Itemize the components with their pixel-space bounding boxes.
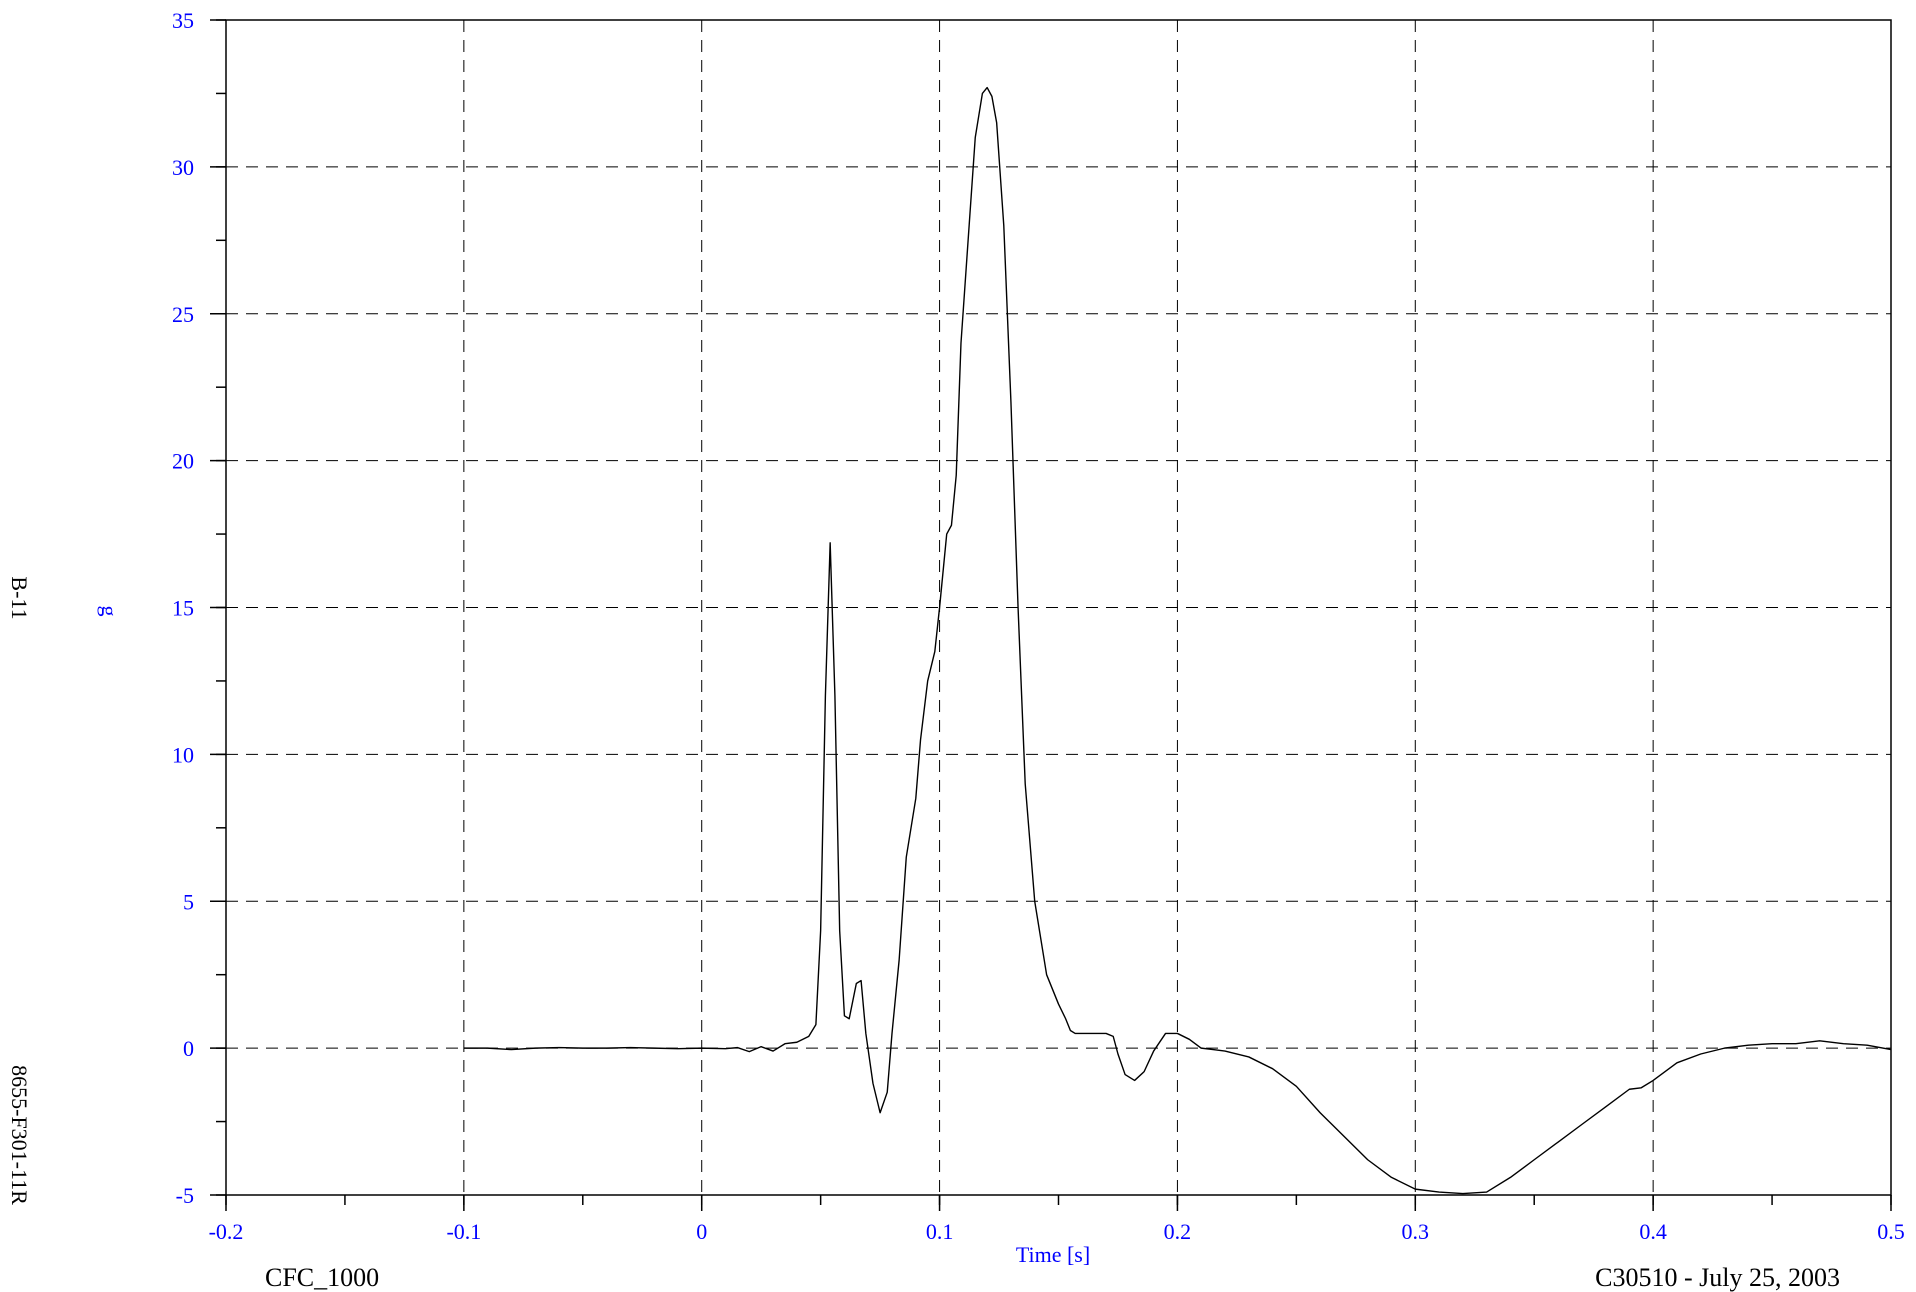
y-tick-label: 25 [172,302,194,327]
grid-lines [226,20,1891,1195]
x-tick-label: 0.1 [926,1219,954,1244]
y-tick-label: 35 [172,8,194,33]
x-tick-label: -0.1 [446,1219,481,1244]
y-tick-label: 5 [183,889,194,914]
x-axis-title: Time [s] [1016,1242,1090,1267]
axis-ticks [210,19,1892,1211]
x-tick-label: 0.5 [1877,1219,1905,1244]
test-date-label: C30510 - July 25, 2003 [1595,1263,1840,1292]
x-tick-label: 0 [696,1219,707,1244]
x-tick-label: 0.3 [1402,1219,1430,1244]
y-tick-label: 30 [172,155,194,180]
filter-label: CFC_1000 [265,1263,379,1292]
x-tick-label: 0.2 [1164,1219,1192,1244]
y-tick-label: 20 [172,449,194,474]
y-tick-label: -5 [176,1183,194,1208]
channel-code: B-11 [7,576,32,619]
y-axis-title: g [97,606,122,617]
series-line [463,86,1892,1195]
x-tick-label: -0.2 [209,1219,244,1244]
y-tick-label: 10 [172,742,194,767]
y-tick-label: 15 [172,596,194,621]
y-tick-label: 0 [183,1036,194,1061]
tick-labels: -0.2 -0.1 0 0.1 0.2 0.3 0.4 0.5 -5 0 5 10 15 20 25 30 35 [172,8,1905,1244]
test-id: 8655-F301-11R [7,1065,32,1205]
x-tick-label: 0.4 [1639,1219,1667,1244]
